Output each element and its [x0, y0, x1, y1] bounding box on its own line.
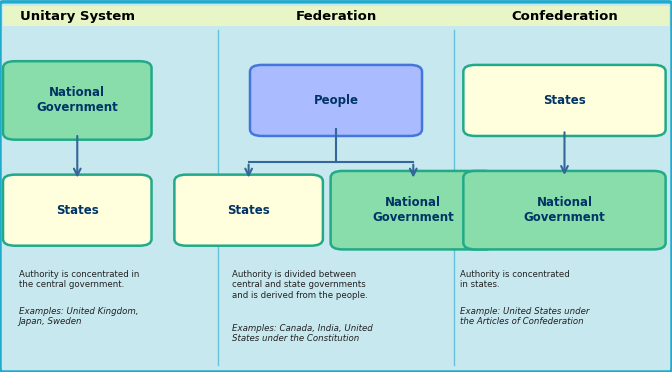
Text: States: States	[227, 204, 270, 217]
Text: States: States	[56, 204, 99, 217]
FancyBboxPatch shape	[464, 65, 665, 136]
Text: Federation: Federation	[296, 10, 376, 23]
Text: National
Government: National Government	[36, 86, 118, 115]
Text: Examples: Canada, India, United
States under the Constitution: Examples: Canada, India, United States u…	[232, 324, 372, 343]
Text: Authority is divided between
central and state governments
and is derived from t: Authority is divided between central and…	[232, 270, 368, 299]
Text: Confederation: Confederation	[511, 10, 618, 23]
Text: Unitary System: Unitary System	[19, 10, 135, 23]
Text: Example: United States under
the Articles of Confederation: Example: United States under the Article…	[460, 307, 590, 326]
Text: People: People	[314, 94, 358, 107]
Text: Authority is concentrated
in states.: Authority is concentrated in states.	[460, 270, 570, 289]
FancyBboxPatch shape	[3, 61, 151, 140]
Text: Examples: United Kingdom,
Japan, Sweden: Examples: United Kingdom, Japan, Sweden	[19, 307, 138, 326]
FancyBboxPatch shape	[3, 6, 669, 26]
FancyBboxPatch shape	[3, 174, 151, 246]
Text: National
Government: National Government	[523, 196, 605, 224]
FancyBboxPatch shape	[331, 171, 496, 249]
Text: Authority is concentrated in
the central government.: Authority is concentrated in the central…	[19, 270, 139, 289]
FancyBboxPatch shape	[250, 65, 422, 136]
Text: National
Government: National Government	[372, 196, 454, 224]
FancyBboxPatch shape	[174, 174, 323, 246]
FancyBboxPatch shape	[464, 171, 665, 249]
Text: States: States	[543, 94, 586, 107]
